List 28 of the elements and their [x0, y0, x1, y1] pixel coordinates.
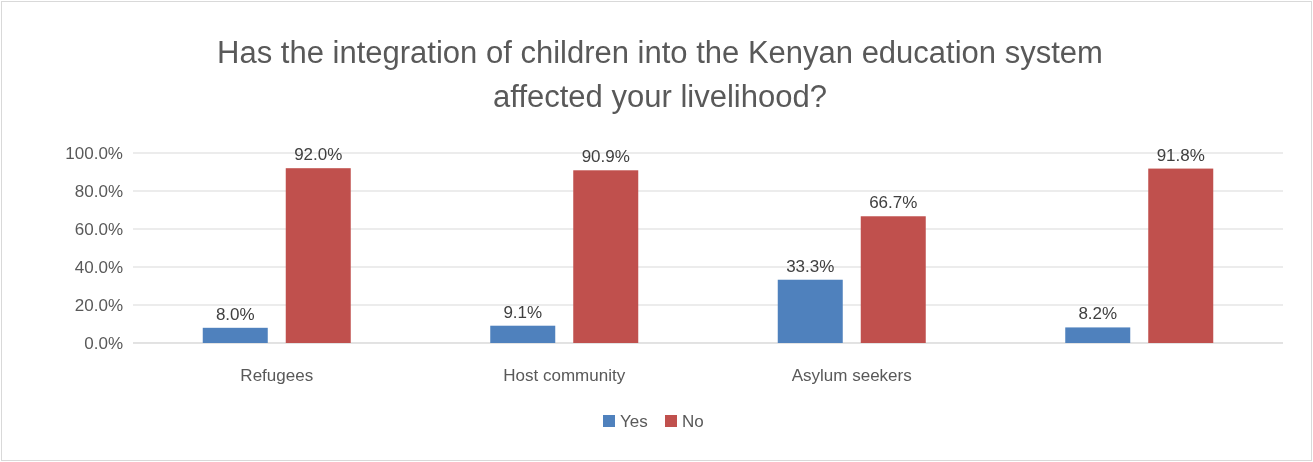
bar	[777, 279, 843, 343]
x-tick-label: Asylum seekers	[791, 366, 912, 385]
bar	[202, 327, 268, 343]
data-label: 8.0%	[215, 304, 255, 324]
legend-label: No	[682, 412, 704, 431]
y-tick-label: 80.0%	[74, 182, 123, 201]
y-tick-label: 0.0%	[84, 334, 123, 353]
bar	[1148, 168, 1214, 343]
data-label: 91.8%	[1156, 145, 1205, 165]
x-tick-label: Refugees	[240, 366, 314, 385]
y-tick-label: 40.0%	[74, 258, 123, 277]
data-label: 90.9%	[581, 147, 630, 167]
bar	[285, 168, 351, 343]
data-label: 66.7%	[869, 193, 918, 213]
y-tick-label: 60.0%	[74, 220, 123, 239]
y-tick-label: 20.0%	[74, 296, 123, 315]
data-label: 9.1%	[503, 302, 543, 322]
x-tick-label: Host community	[503, 366, 626, 385]
chart-title: Has the integration of children into the Kenyan education system affected your livelihood?	[217, 35, 1103, 114]
data-label: 33.3%	[786, 256, 835, 276]
bar	[490, 325, 556, 343]
data-label: 92.0%	[294, 145, 343, 165]
bar	[1065, 327, 1131, 343]
bar	[860, 216, 926, 343]
legend-label: Yes	[620, 412, 648, 431]
y-tick-label: 100.0%	[65, 144, 123, 163]
data-label: 8.2%	[1078, 304, 1118, 324]
bar	[573, 170, 639, 343]
